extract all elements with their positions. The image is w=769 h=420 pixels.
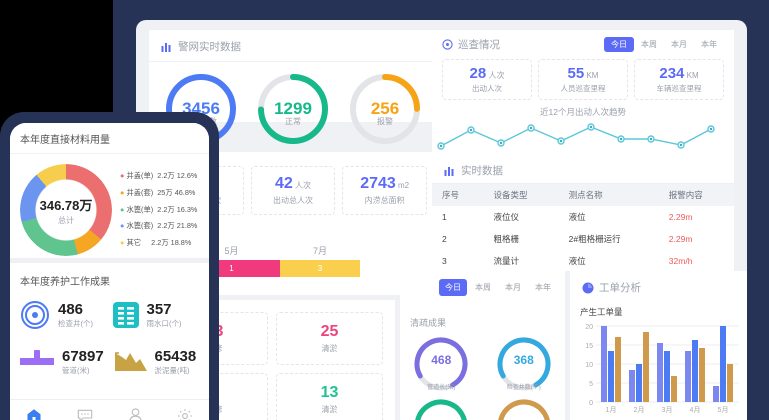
svg-text:4月: 4月	[690, 406, 701, 414]
svg-text:5月: 5月	[718, 406, 729, 414]
svg-text:0: 0	[589, 400, 593, 407]
svg-text:3月: 3月	[662, 406, 673, 414]
svg-text:5: 5	[589, 381, 593, 388]
svg-text:15: 15	[585, 343, 593, 350]
svg-text:10: 10	[585, 362, 593, 369]
svg-text:20: 20	[585, 324, 593, 331]
svg-text:1月: 1月	[606, 406, 617, 414]
svg-text:2月: 2月	[634, 406, 645, 414]
